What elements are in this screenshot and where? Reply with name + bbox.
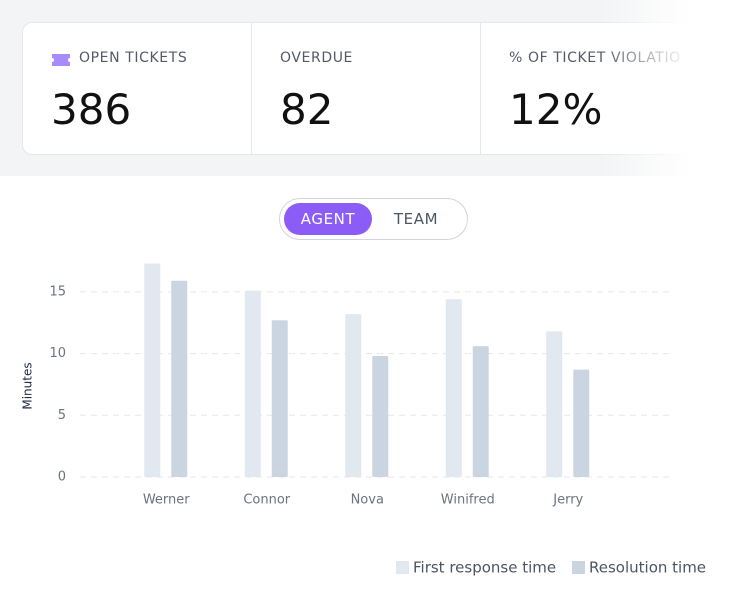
ticket-icon [52,54,70,66]
y-tick-label: 0 [58,470,66,485]
legend-label: Resolution time [589,559,706,577]
fade [600,0,750,180]
stat-value: 82 [280,85,334,134]
x-tick-label: Connor [243,493,290,508]
stat: OPEN TICKETS 386 [23,23,252,154]
bar [171,280,188,477]
x-tick-label: Winifred [441,493,495,508]
bar [445,299,462,477]
legend-swatch [572,561,585,574]
y-tick-label: 15 [49,284,66,299]
stat-value: 12% [509,85,603,134]
bar [345,314,362,477]
stat: OVERDUE 82 [252,23,481,154]
legend-label: First response time [413,559,556,577]
bar [573,369,590,477]
bar [546,331,563,477]
bar [244,290,261,477]
legend-swatch [396,561,409,574]
y-tick-label: 10 [49,346,66,361]
bar [372,356,389,477]
bar [144,263,161,477]
x-tick-label: Werner [143,493,190,508]
toggle-team[interactable]: TEAM [393,210,439,228]
toggle: AGENT TEAM [279,198,468,240]
bar [271,320,288,477]
stat-label: OVERDUE [280,50,353,66]
x-tick-label: Jerry [552,493,583,508]
x-tick-label: Nova [351,493,384,508]
y-tick-label: 5 [58,408,66,423]
toggle-agent[interactable]: AGENT [284,203,372,235]
y-axis-label: Minutes [21,362,35,409]
stat-value: 386 [51,85,132,134]
bar [472,346,489,477]
stat-label: OPEN TICKETS [79,50,188,66]
